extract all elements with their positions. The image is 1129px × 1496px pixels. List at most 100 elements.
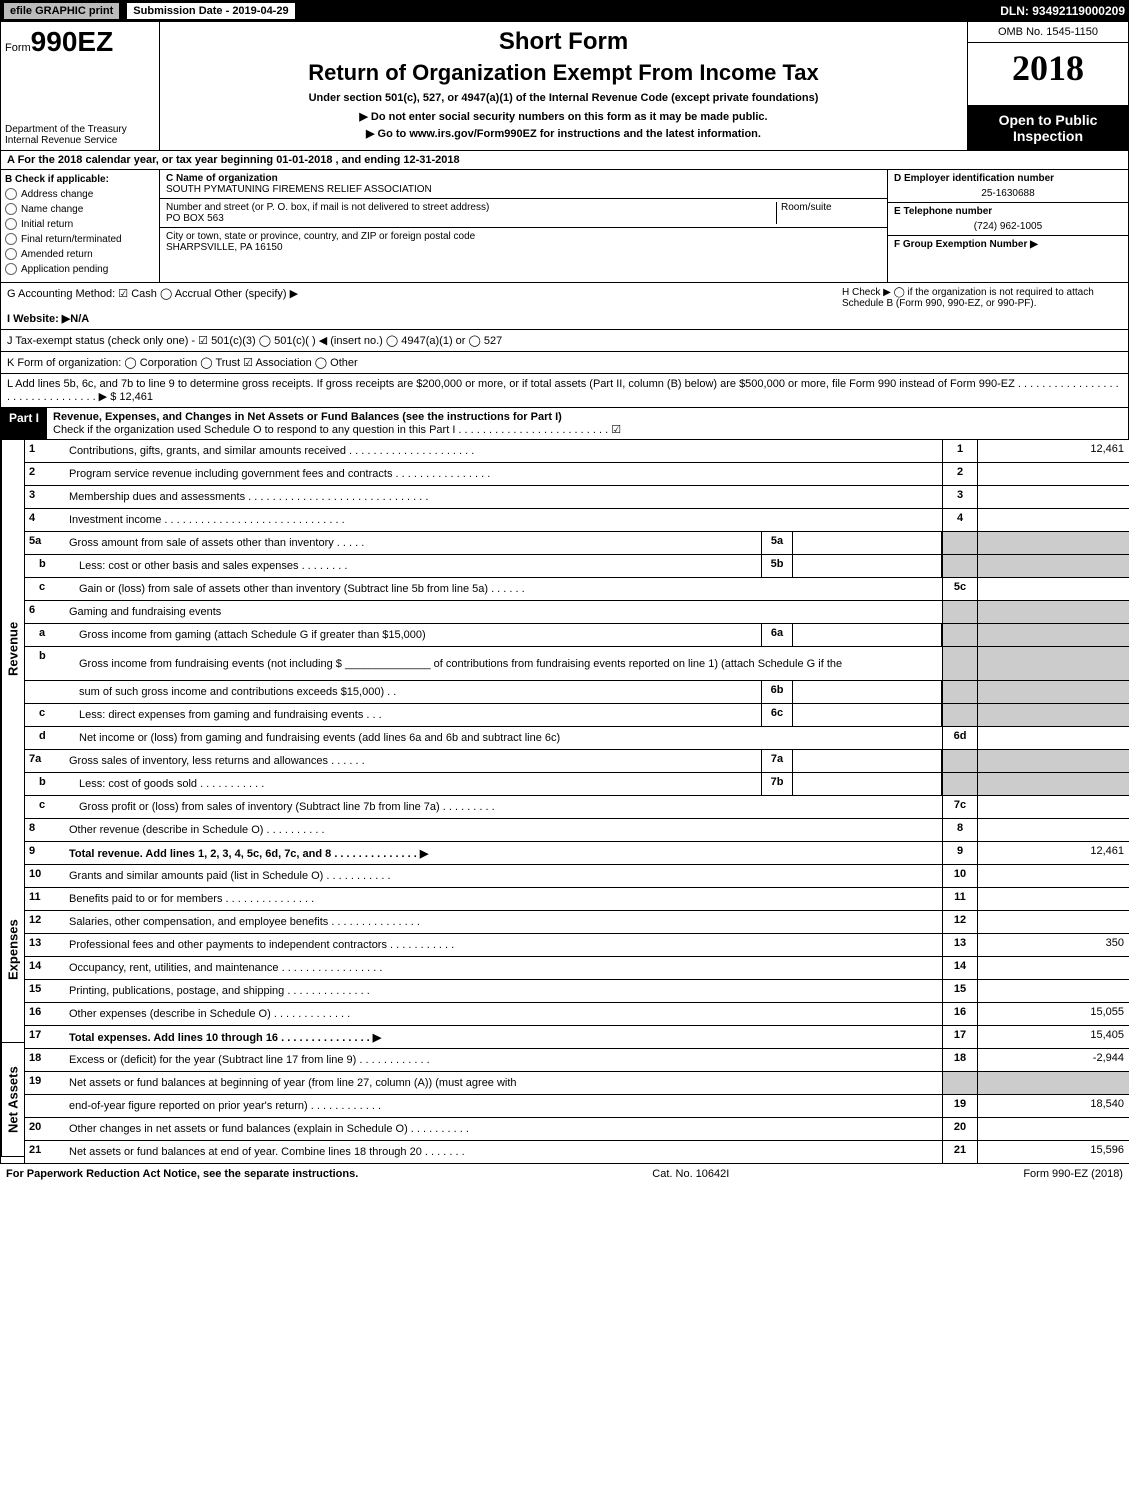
open-public-line1: Open to Public: [972, 112, 1124, 128]
line-14: 14Occupancy, rent, utilities, and mainte…: [25, 957, 1129, 980]
line-7b: bLess: cost of goods sold . . . . . . . …: [25, 773, 1129, 796]
cb-address-change[interactable]: Address change: [5, 188, 155, 200]
omb-number: OMB No. 1545-1150: [968, 22, 1128, 43]
line-19: 19Net assets or fund balances at beginni…: [25, 1072, 1129, 1095]
section-def: D Employer identification number 25-1630…: [887, 170, 1128, 282]
line-6a: aGross income from gaming (attach Schedu…: [25, 624, 1129, 647]
room-suite-label: Room/suite: [776, 202, 881, 224]
section-a-calendar-year: A For the 2018 calendar year, or tax yea…: [0, 151, 1129, 170]
section-b-label: B Check if applicable:: [5, 174, 155, 185]
org-name-label: C Name of organization: [166, 173, 278, 184]
cb-final-return[interactable]: Final return/terminated: [5, 233, 155, 245]
city-value: SHARPSVILLE, PA 16150: [166, 242, 881, 253]
header-right: OMB No. 1545-1150 2018 Open to Public In…: [967, 22, 1128, 150]
section-j: J Tax-exempt status (check only one) - ☑…: [0, 330, 1129, 352]
section-h: H Check ▶ ◯ if the organization is not r…: [842, 287, 1122, 325]
line-4: 4Investment income . . . . . . . . . . .…: [25, 509, 1129, 532]
city-label: City or town, state or province, country…: [166, 231, 881, 242]
return-title: Return of Organization Exempt From Incom…: [166, 60, 961, 86]
line-16: 16Other expenses (describe in Schedule O…: [25, 1003, 1129, 1026]
section-e: E Telephone number (724) 962-1005: [888, 203, 1128, 236]
org-name-row: C Name of organization SOUTH PYMATUNING …: [160, 170, 887, 199]
phone-label: E Telephone number: [894, 206, 992, 217]
line-1: 1Contributions, gifts, grants, and simil…: [25, 440, 1129, 463]
line-5b: bLess: cost or other basis and sales exp…: [25, 555, 1129, 578]
form-ref: Form 990-EZ (2018): [1023, 1168, 1123, 1180]
line-9: 9Total revenue. Add lines 1, 2, 3, 4, 5c…: [25, 842, 1129, 865]
line-5a: 5aGross amount from sale of assets other…: [25, 532, 1129, 555]
line-17: 17Total expenses. Add lines 10 through 1…: [25, 1026, 1129, 1049]
cb-initial-return[interactable]: Initial return: [5, 218, 155, 230]
short-form-title: Short Form: [166, 28, 961, 56]
header-center: Short Form Return of Organization Exempt…: [160, 22, 967, 150]
street-label: Number and street (or P. O. box, if mail…: [166, 202, 776, 213]
line-6d: dNet income or (loss) from gaming and fu…: [25, 727, 1129, 750]
dln-label: DLN: 93492119000209: [1000, 4, 1125, 18]
form-header: Form990EZ Department of the Treasury Int…: [0, 22, 1129, 151]
cb-application-pending[interactable]: Application pending: [5, 263, 155, 275]
line-6b: bGross income from fundraising events (n…: [25, 647, 1129, 681]
header-left: Form990EZ Department of the Treasury Int…: [1, 22, 160, 150]
section-b: B Check if applicable: Address change Na…: [1, 170, 160, 282]
no-ssn-warning: ▶ Do not enter social security numbers o…: [166, 110, 961, 123]
goto-link[interactable]: ▶ Go to www.irs.gov/Form990EZ for instru…: [166, 127, 961, 140]
line-6c: cLess: direct expenses from gaming and f…: [25, 704, 1129, 727]
line-3: 3Membership dues and assessments . . . .…: [25, 486, 1129, 509]
phone-value: (724) 962-1005: [894, 221, 1122, 232]
part1-title: Revenue, Expenses, and Changes in Net As…: [47, 408, 1128, 439]
line-19b: end-of-year figure reported on prior yea…: [25, 1095, 1129, 1118]
side-revenue: Revenue: [1, 440, 24, 858]
line-2: 2Program service revenue including gover…: [25, 463, 1129, 486]
paperwork-notice: For Paperwork Reduction Act Notice, see …: [6, 1168, 358, 1180]
cb-amended-return[interactable]: Amended return: [5, 248, 155, 260]
line-12: 12Salaries, other compensation, and empl…: [25, 911, 1129, 934]
form-of-organization: K Form of organization: ◯ Corporation ◯ …: [7, 356, 358, 369]
line-5c: cGain or (loss) from sale of assets othe…: [25, 578, 1129, 601]
line-6b-cont: sum of such gross income and contributio…: [25, 681, 1129, 704]
top-bar: efile GRAPHIC print Submission Date - 20…: [0, 0, 1129, 22]
ein-value: 25-1630688: [894, 188, 1122, 199]
accounting-method: G Accounting Method: ☑ Cash ◯ Accrual Ot…: [7, 287, 842, 325]
org-name-value: SOUTH PYMATUNING FIREMENS RELIEF ASSOCIA…: [166, 184, 881, 195]
page-footer: For Paperwork Reduction Act Notice, see …: [0, 1164, 1129, 1184]
tax-exempt-status: J Tax-exempt status (check only one) - ☑…: [7, 334, 502, 347]
tax-year: 2018: [968, 43, 1128, 106]
line-15: 15Printing, publications, postage, and s…: [25, 980, 1129, 1003]
line-18: 18Excess or (deficit) for the year (Subt…: [25, 1049, 1129, 1072]
section-k: K Form of organization: ◯ Corporation ◯ …: [0, 352, 1129, 374]
section-a-text: A For the 2018 calendar year, or tax yea…: [7, 154, 460, 166]
irs-label: Internal Revenue Service: [5, 135, 155, 146]
section-l: L Add lines 5b, 6c, and 7b to line 9 to …: [0, 374, 1129, 408]
efile-print-button[interactable]: efile GRAPHIC print: [4, 3, 119, 19]
group-exemption-label: F Group Exemption Number ▶: [894, 239, 1038, 250]
form-number: 990EZ: [31, 26, 114, 57]
side-expenses: Expenses: [1, 858, 24, 1043]
cb-name-change[interactable]: Name change: [5, 203, 155, 215]
line-21: 21Net assets or fund balances at end of …: [25, 1141, 1129, 1163]
line-7a: 7aGross sales of inventory, less returns…: [25, 750, 1129, 773]
line-13: 13Professional fees and other payments t…: [25, 934, 1129, 957]
line-8: 8Other revenue (describe in Schedule O) …: [25, 819, 1129, 842]
form-prefix: Form: [5, 42, 31, 54]
city-row: City or town, state or province, country…: [160, 228, 887, 282]
section-f: F Group Exemption Number ▶: [888, 236, 1128, 282]
open-public-line2: Inspection: [972, 128, 1124, 144]
under-section-text: Under section 501(c), 527, or 4947(a)(1)…: [166, 92, 961, 104]
top-bar-left: efile GRAPHIC print Submission Date - 20…: [4, 3, 295, 19]
gross-receipts-text: L Add lines 5b, 6c, and 7b to line 9 to …: [7, 378, 1122, 403]
section-i-website: I Website: ▶N/A: [7, 313, 89, 325]
part1-table: Revenue Expenses Net Assets 1Contributio…: [0, 440, 1129, 1164]
section-d: D Employer identification number 25-1630…: [888, 170, 1128, 203]
ein-label: D Employer identification number: [894, 173, 1054, 184]
open-public-badge: Open to Public Inspection: [968, 106, 1128, 150]
side-netassets: Net Assets: [1, 1043, 24, 1157]
line-6: 6Gaming and fundraising events: [25, 601, 1129, 624]
line-10: 10Grants and similar amounts paid (list …: [25, 865, 1129, 888]
submission-date: Submission Date - 2019-04-29: [127, 3, 294, 19]
section-c: C Name of organization SOUTH PYMATUNING …: [160, 170, 887, 282]
line-20: 20Other changes in net assets or fund ba…: [25, 1118, 1129, 1141]
org-info-grid: B Check if applicable: Address change Na…: [0, 170, 1129, 283]
part1-check: Check if the organization used Schedule …: [53, 424, 621, 436]
street-value: PO BOX 563: [166, 213, 776, 224]
line-11: 11Benefits paid to or for members . . . …: [25, 888, 1129, 911]
